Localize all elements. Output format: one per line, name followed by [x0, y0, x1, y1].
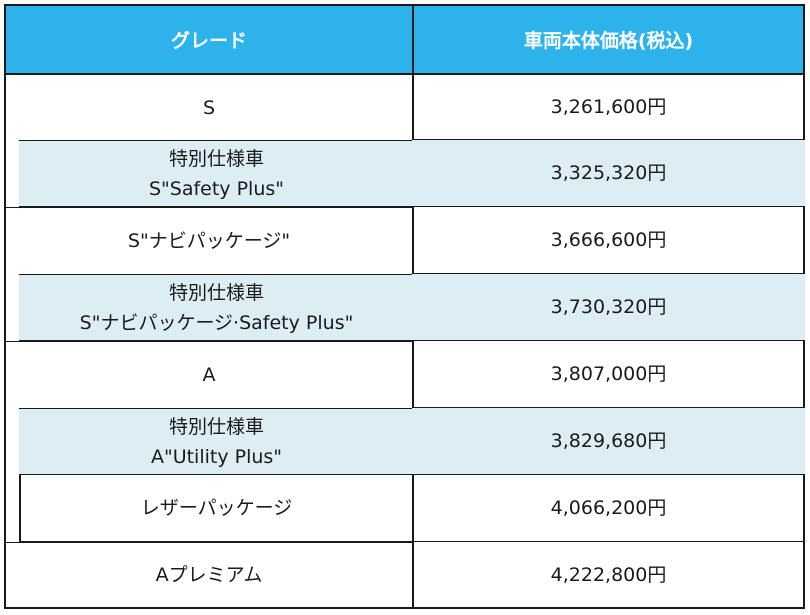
table-row-price: 4,222,800円: [412, 542, 805, 607]
table-row-price: 3,730,320円: [412, 274, 805, 341]
table-row-price: 3,325,320円: [412, 140, 805, 207]
column-divider: [412, 75, 414, 609]
price-value: 3,807,000円: [550, 363, 667, 385]
price-value: 3,325,320円: [550, 162, 667, 184]
special-edition-label: 特別仕様車: [168, 147, 264, 170]
table-row-grade: レザーパッケージ: [19, 475, 414, 542]
table-row-grade: A: [4, 341, 414, 408]
table-row-price: 3,829,680円: [412, 408, 805, 475]
table-row-price: 3,666,600円: [412, 207, 805, 274]
table-row-grade-special: 特別仕様車 S"Safety Plus": [19, 140, 414, 207]
table-row-grade-special: 特別仕様車 S"ナビパッケージ·Safety Plus": [19, 274, 414, 341]
price-value: 3,666,600円: [550, 229, 667, 251]
table-row-grade: S"ナビパッケージ": [4, 207, 414, 274]
special-edition-label: 特別仕様車: [168, 281, 264, 304]
table-row-grade: Aプレミアム: [4, 542, 414, 607]
indent-line-a: [19, 408, 21, 542]
price-value: 4,222,800円: [550, 563, 667, 586]
grade-name: S"ナビパッケージ·Safety Plus": [79, 311, 354, 334]
table-row-price: 3,807,000円: [412, 341, 805, 408]
price-value: 3,261,600円: [550, 96, 667, 118]
price-value: 4,066,200円: [550, 497, 667, 519]
price-value: 3,829,680円: [550, 430, 667, 452]
grade-name: レザーパッケージ: [140, 497, 293, 519]
grade-name: A: [202, 364, 216, 386]
header-grade: グレード: [4, 4, 414, 75]
grade-name: S"Safety Plus": [148, 177, 285, 200]
table-row-price: 3,261,600円: [412, 75, 805, 140]
grade-name: Aプレミアム: [155, 564, 263, 586]
table-row-grade: S: [4, 75, 414, 140]
table-row-grade-special: 特別仕様車 A"Utility Plus": [19, 408, 414, 475]
header-price: 車両本体価格(税込): [412, 4, 805, 75]
grade-name: A"Utility Plus": [150, 445, 283, 468]
price-value: 3,730,320円: [550, 296, 667, 318]
table-row-price: 4,066,200円: [412, 475, 805, 542]
special-edition-label: 特別仕様車: [168, 415, 264, 438]
grade-name: S: [202, 96, 216, 119]
grade-name: S"ナビパッケージ": [127, 230, 291, 252]
